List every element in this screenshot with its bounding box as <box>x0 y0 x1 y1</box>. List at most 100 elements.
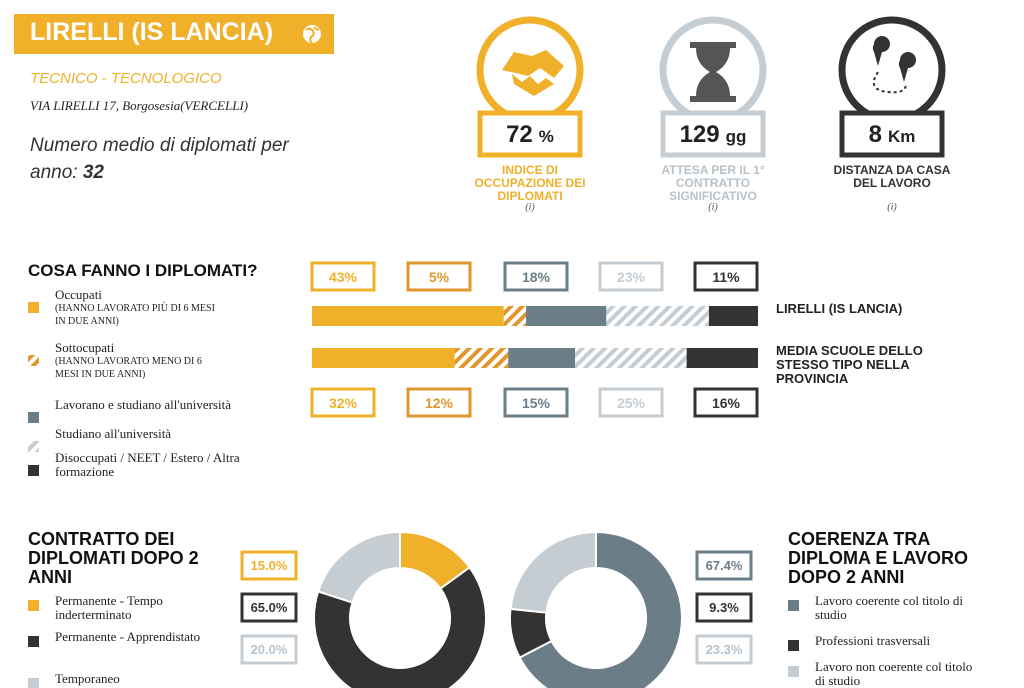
value-box <box>598 261 664 292</box>
hourglass-icon <box>690 42 736 102</box>
donut-slice <box>316 530 401 604</box>
legend-name: Occupati <box>55 287 102 302</box>
legend-item: Studiano all'università <box>55 427 270 441</box>
donut-slice <box>509 530 597 614</box>
value-box <box>406 261 472 292</box>
value-box <box>503 387 569 418</box>
value-label: 20.0% <box>251 642 288 657</box>
legend-swatch <box>28 465 39 476</box>
legend-swatch <box>28 441 39 452</box>
value-label: 15.0% <box>251 558 288 573</box>
indicator-number: 72 <box>506 121 533 148</box>
legend-name: Sottocupati <box>55 340 115 355</box>
legend-swatch <box>788 640 799 651</box>
bar-segment <box>454 348 509 368</box>
legend-item: Permanente - Tempo inderterminato <box>55 593 163 622</box>
value-box <box>695 550 753 581</box>
donut-slice <box>313 566 487 688</box>
legend-item: Temporaneo <box>55 671 120 686</box>
value-label: 11% <box>712 269 740 285</box>
legend-swatch <box>28 355 39 366</box>
bar-segment <box>312 348 455 368</box>
indicator-unit: % <box>539 127 554 146</box>
globe-icon[interactable] <box>303 25 321 44</box>
legend-name: Lavorano e studiano all'università <box>55 397 231 412</box>
graduates-value: 32 <box>82 162 104 183</box>
value-box <box>503 261 569 292</box>
value-box <box>240 634 298 665</box>
indicator-value: 129 gg <box>680 121 747 148</box>
section-title: CONTRATTO DEI DIPLOMATI DOPO 2 ANNI <box>28 529 199 587</box>
indicator-label: ATTESA PER IL 1° CONTRATTO SIGNIFICATIVO <box>661 163 765 203</box>
value-label: 67.4% <box>706 558 743 573</box>
value-label: 9.3% <box>709 600 739 615</box>
value-box <box>693 261 759 292</box>
value-box <box>695 634 753 665</box>
value-label: 15% <box>522 395 551 411</box>
legend-note: (HANNO LAVORATO MENO DI 6 MESI IN DUE AN… <box>55 356 202 380</box>
section-title: COERENZA TRA DIPLOMA E LAVORO DOPO 2 ANN… <box>788 529 968 587</box>
value-box <box>310 261 376 292</box>
value-label: 16% <box>712 395 741 411</box>
bar-segment <box>606 306 709 326</box>
indicator-box <box>660 110 766 158</box>
legend-item: Lavoro non coerente col titolo di studio <box>815 659 973 688</box>
legend-name: Studiano all'università <box>55 426 172 441</box>
value-box <box>695 592 753 623</box>
indicator-unit: Km <box>888 127 915 146</box>
value-label: 5% <box>429 269 450 285</box>
value-label: 12% <box>425 395 454 411</box>
indicator-value: 72% <box>506 121 554 148</box>
donut-slice <box>518 530 683 688</box>
legend-item: Lavorano e studiano all'università <box>55 398 270 412</box>
graduates: Numero medio di diplomati per anno: 32 <box>30 132 290 186</box>
indicator-box <box>477 110 583 158</box>
value-label: 43% <box>329 269 358 285</box>
indicator-label: DISTANZA DA CASA DEL LAVORO <box>833 163 951 190</box>
indicator-number: 8 <box>869 121 882 148</box>
indicator-box <box>839 110 945 158</box>
indicator-value: 8 Km <box>869 121 916 148</box>
legend-name: Disoccupati / NEET / Estero / Altra form… <box>55 450 240 479</box>
bar-label: LIRELLI (IS LANCIA) <box>776 301 903 316</box>
legend-swatch <box>28 600 39 611</box>
legend-swatch <box>788 666 799 677</box>
handshake-icon <box>502 50 564 96</box>
bar-segment <box>708 306 758 326</box>
bar-segment <box>503 306 527 326</box>
section-title: COSA FANNO I DIPLOMATI? <box>28 261 258 280</box>
indicator-label: INDICE DI OCCUPAZIONE DEI DIPLOMATI <box>474 163 586 203</box>
value-label: 25% <box>617 395 646 411</box>
legend-item: Permanente - Apprendistato <box>55 629 201 644</box>
school-name: LIRELLI (IS LANCIA) <box>30 18 274 46</box>
indicator-number: 129 <box>680 121 720 148</box>
value-box <box>240 592 298 623</box>
bar-segment <box>312 306 504 326</box>
legend-item: Lavoro coerente col titolo di studio <box>815 593 964 622</box>
value-label: 23% <box>617 269 646 285</box>
value-box <box>240 550 298 581</box>
value-box <box>598 387 664 418</box>
value-box <box>406 387 472 418</box>
indicator-note: (i) <box>708 202 718 213</box>
value-box <box>693 387 759 418</box>
indicator-note: (i) <box>525 202 535 213</box>
indicator-ring <box>838 16 946 124</box>
legend-swatch <box>28 678 39 688</box>
bar-segment <box>575 348 687 368</box>
map-icon <box>872 36 916 94</box>
value-box <box>310 387 376 418</box>
legend-item: Sottocupati (HANNO LAVORATO MENO DI 6 MES… <box>55 341 270 381</box>
indicator-unit: gg <box>726 127 747 146</box>
value-label: 18% <box>522 269 551 285</box>
bar-label: MEDIA SCUOLE DELLO STESSO TIPO NELLA PRO… <box>776 343 923 386</box>
title-bar <box>14 14 334 54</box>
bar-segment <box>526 306 607 326</box>
legend-note: (HANNO LAVORATO PIÙ DI 6 MESI IN DUE ANN… <box>55 303 215 327</box>
graduates-label: Numero medio di diplomati per anno: <box>30 135 289 183</box>
value-label: 23.3% <box>706 642 743 657</box>
bar-segment <box>686 348 758 368</box>
bar-segment <box>508 348 576 368</box>
